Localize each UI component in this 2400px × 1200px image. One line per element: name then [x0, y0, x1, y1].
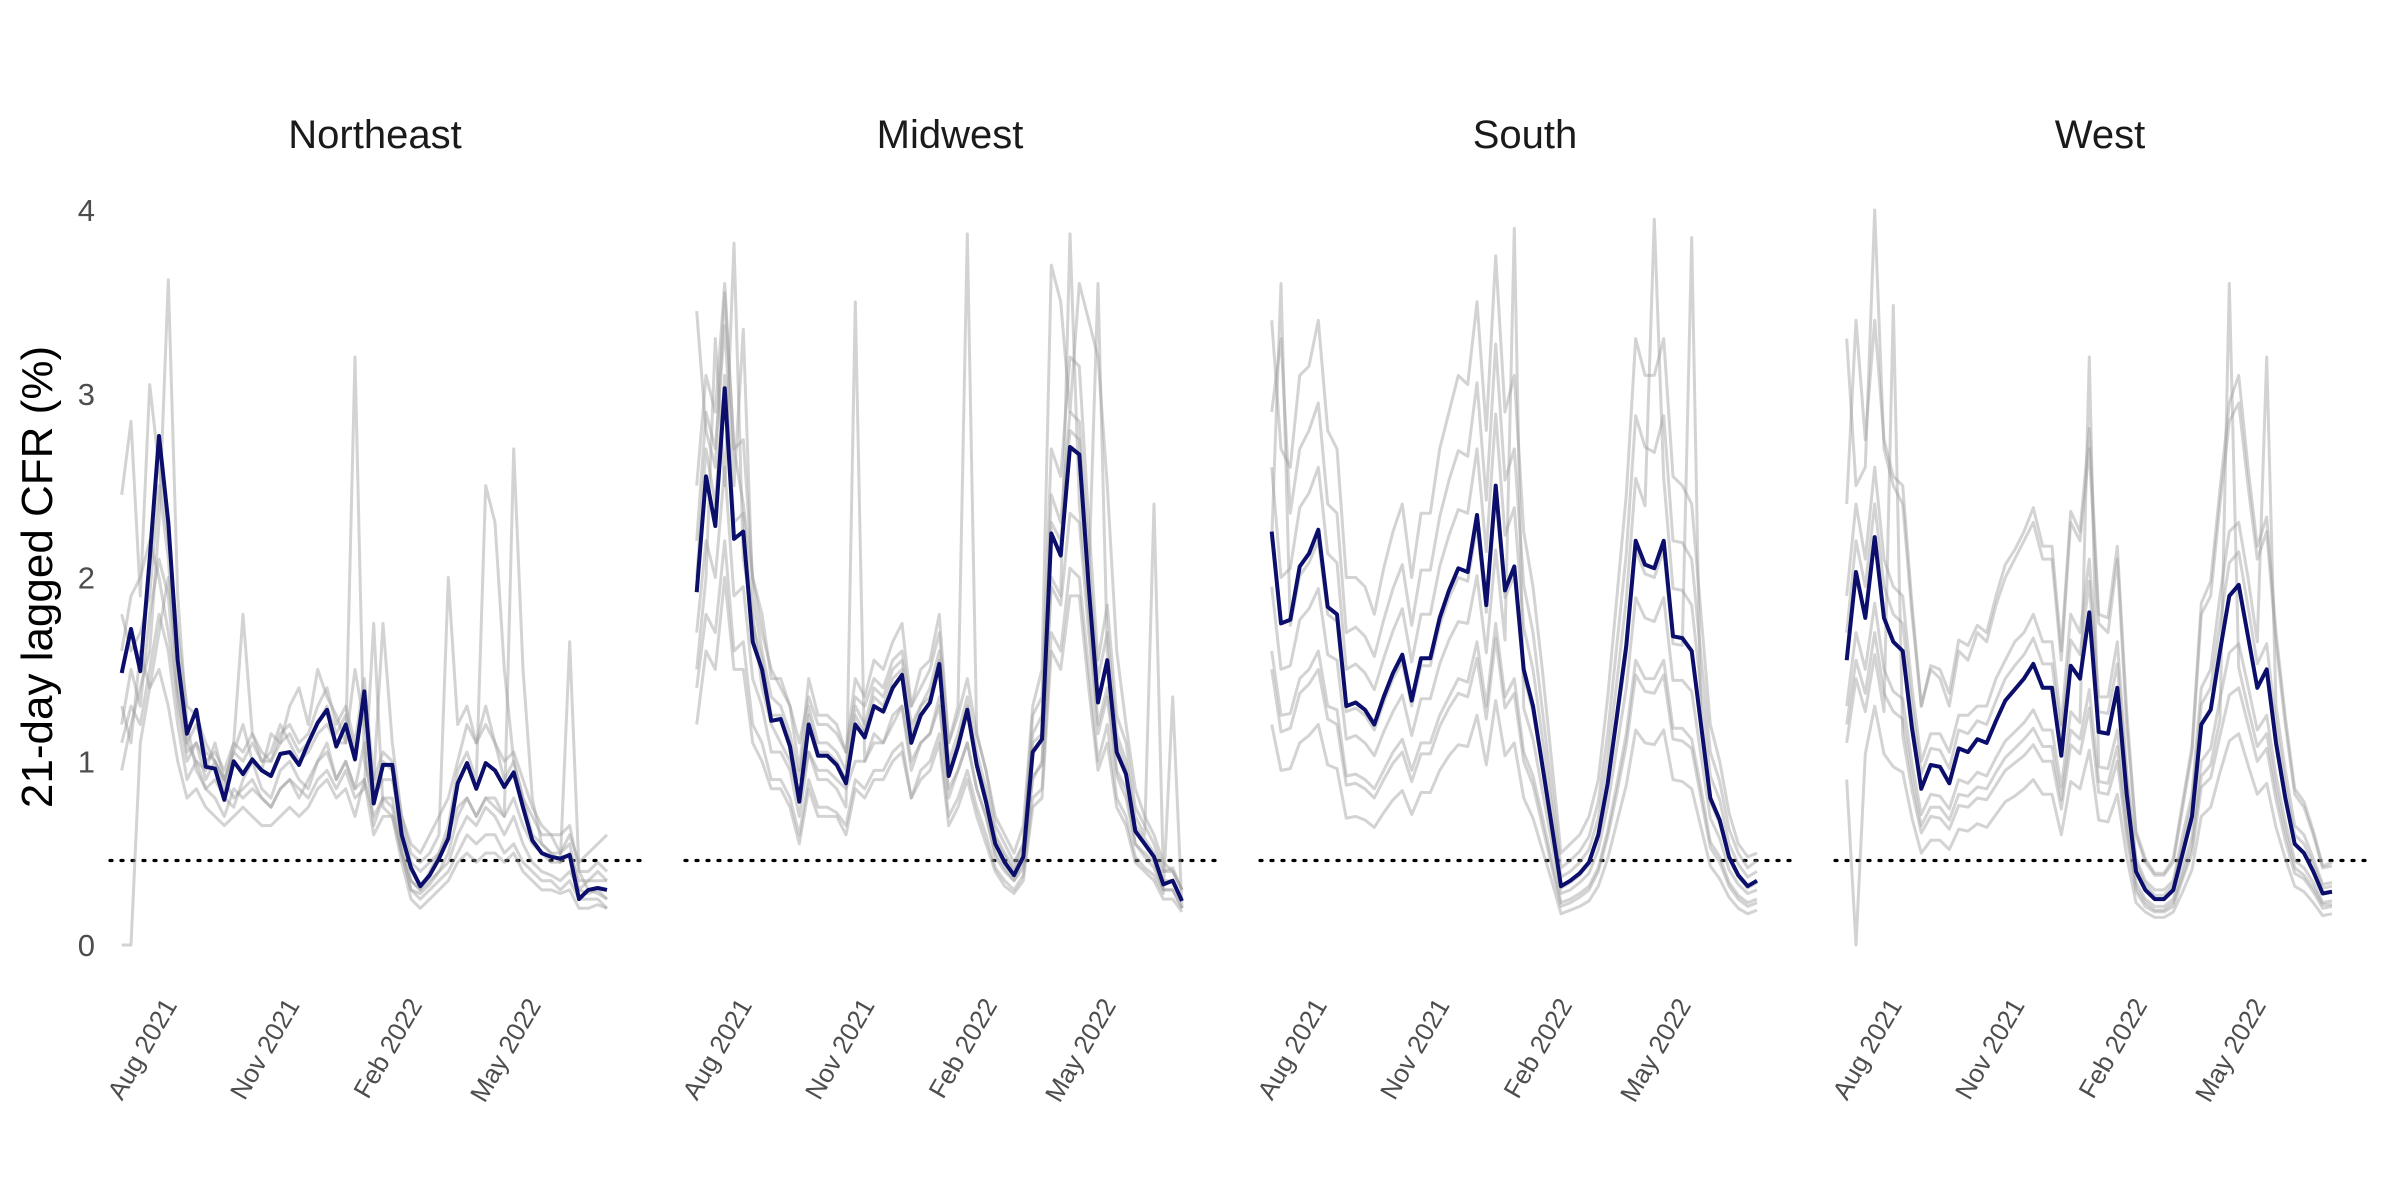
state-series-line — [1845, 304, 2333, 914]
state-series-line — [120, 649, 608, 910]
state-series-line — [695, 576, 1184, 913]
panel-midwest: Midwest Aug 2021 Nov 2021 Feb 2022 May 2022 — [676, 113, 1217, 1107]
regional-summary-line — [119, 434, 608, 902]
x-tick-label: Nov 2021 — [799, 993, 881, 1104]
y-tick-label: 0 — [78, 928, 95, 963]
regional-summary-line — [694, 386, 1184, 902]
x-tick-label: Feb 2022 — [1497, 993, 1578, 1103]
state-series-line — [1845, 704, 2333, 947]
x-tick-label: Aug 2021 — [1826, 993, 1908, 1104]
state-series-line — [120, 355, 609, 883]
panel-title: Midwest — [877, 113, 1024, 157]
facet-panels: 0 1 2 3 4 Northeast Aug 2021 Nov 2021 Feb 2022 Ma… — [78, 113, 2367, 1107]
state-series-line — [1270, 337, 1758, 870]
state-series-line — [120, 447, 608, 901]
state-series-line — [1270, 699, 1758, 916]
x-tick-label: Feb 2022 — [347, 993, 428, 1103]
x-tick-label: May 2022 — [1614, 993, 1697, 1107]
regional-summary-line — [1844, 535, 2333, 902]
panel-northeast: Northeast Aug 2021 Nov 2021 Feb 2022 May 202… — [101, 113, 642, 1107]
x-tick-label: May 2022 — [2189, 993, 2272, 1107]
panel-title: Northeast — [288, 113, 461, 157]
y-axis-label: 21-day lagged CFR (%) — [13, 346, 62, 808]
state-series-line — [120, 383, 609, 864]
state-series-line — [1270, 226, 1758, 895]
state-series-line — [695, 300, 1184, 909]
regional-summary-line — [1269, 483, 1759, 889]
panel-title: West — [2055, 113, 2145, 157]
state-series-line — [695, 324, 1184, 891]
panel-title: South — [1473, 113, 1578, 157]
state-series-line — [1270, 636, 1758, 908]
state-series-line — [1845, 502, 2333, 897]
state-series-line — [695, 232, 1184, 891]
state-series-line — [1845, 318, 2333, 875]
state-series-line — [1845, 208, 2333, 877]
state-series-line — [695, 263, 1184, 891]
y-tick-label: 3 — [78, 377, 95, 412]
y-tick-label: 2 — [78, 561, 95, 596]
state-series-line — [1845, 282, 2332, 912]
x-tick-label: Nov 2021 — [1949, 993, 2031, 1104]
state-series-line — [1270, 217, 1758, 879]
state-series-line — [121, 576, 609, 947]
y-tick-label: 1 — [78, 744, 95, 779]
state-series-line — [1845, 355, 2333, 908]
panel-west: West Aug 2021 Nov 2021 Feb 2022 May 2022 — [1826, 113, 2367, 1107]
y-tick-label: 4 — [78, 193, 95, 228]
state-series-line — [695, 539, 1184, 909]
state-series-line — [1270, 621, 1758, 905]
x-tick-label: Aug 2021 — [101, 993, 183, 1104]
x-tick-label: May 2022 — [1039, 993, 1122, 1107]
x-tick-label: Feb 2022 — [2072, 993, 2153, 1103]
state-series-line — [695, 232, 1184, 909]
x-tick-label: Aug 2021 — [1251, 993, 1333, 1104]
x-tick-label: Aug 2021 — [676, 993, 758, 1104]
state-series-line — [1270, 254, 1758, 859]
state-series-line — [120, 278, 609, 901]
x-tick-label: Feb 2022 — [922, 993, 1003, 1103]
x-tick-label: Nov 2021 — [224, 993, 306, 1104]
state-series-line — [695, 282, 1184, 900]
x-tick-label: Nov 2021 — [1374, 993, 1456, 1104]
panel-south: South Aug 2021 Nov 2021 Feb 2022 May 2022 — [1251, 113, 1792, 1107]
state-series-line — [1845, 355, 2333, 892]
x-tick-label: May 2022 — [464, 993, 547, 1107]
